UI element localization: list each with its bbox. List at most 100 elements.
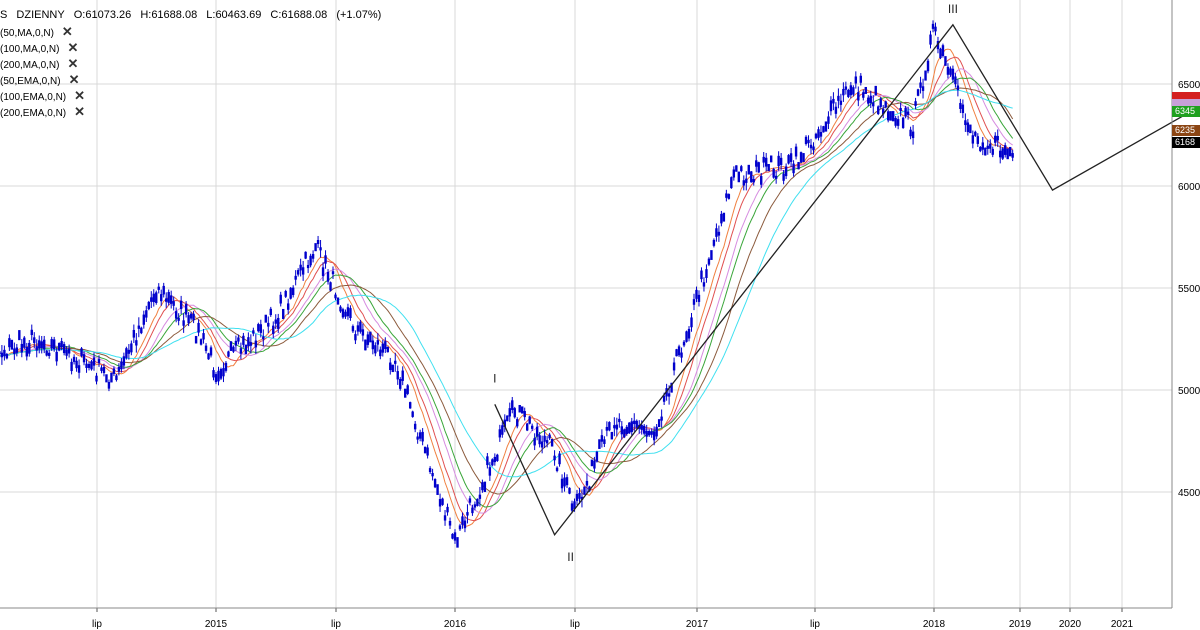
- candle-body: [304, 251, 307, 259]
- period-label: DZIENNY: [16, 9, 65, 21]
- candle-body: [625, 426, 628, 434]
- moving-average-line: [0, 77, 1014, 508]
- candle-body: [732, 169, 736, 178]
- candle-body: [130, 343, 133, 353]
- candle-body: [782, 173, 785, 181]
- candle-body: [1001, 148, 1004, 159]
- close-icon[interactable]: ✕: [61, 24, 73, 39]
- candle-body: [491, 459, 494, 466]
- candle-body: [508, 408, 511, 417]
- candle-body: [274, 319, 277, 324]
- candle-body: [182, 320, 185, 326]
- candle-body: [956, 85, 960, 91]
- y-tick-label: 4500: [1178, 488, 1200, 499]
- candle-body: [366, 334, 370, 345]
- candle-body: [523, 411, 526, 418]
- candle-body: [52, 339, 56, 350]
- candle-body: [461, 516, 464, 525]
- candle-body: [941, 45, 945, 57]
- candle-body: [418, 432, 422, 439]
- candle-body: [155, 292, 158, 303]
- candle-body: [760, 176, 763, 185]
- candle-body: [289, 287, 292, 299]
- candle-body: [239, 348, 243, 354]
- candle-body: [919, 82, 922, 88]
- candle-body: [217, 370, 220, 382]
- candle-body: [224, 362, 228, 371]
- candle-body: [140, 327, 143, 334]
- candle-body: [869, 95, 872, 104]
- candle-body: [192, 313, 195, 321]
- candle-body: [433, 478, 437, 488]
- candle-body: [849, 85, 853, 96]
- y-tick-label: 5000: [1178, 386, 1200, 397]
- candle-body: [344, 311, 347, 317]
- candle-body: [167, 292, 170, 303]
- x-tick-label: lip: [570, 619, 580, 630]
- candle-body: [911, 131, 915, 139]
- x-tick-label: 2021: [1111, 619, 1134, 630]
- candle-body: [177, 317, 180, 321]
- candle-body: [503, 419, 506, 427]
- open-value: O:61073.26: [73, 9, 132, 21]
- chart-grid: [0, 0, 1172, 608]
- close-icon[interactable]: ✕: [68, 72, 80, 87]
- candle-body: [174, 311, 178, 319]
- candle-body: [38, 340, 41, 349]
- candle-body: [889, 111, 892, 121]
- candle-body: [558, 453, 561, 465]
- candle-body: [979, 147, 982, 152]
- candle-body: [764, 157, 768, 167]
- indicator-row-ema200: (200,EMA,0,N) ✕: [0, 104, 86, 120]
- candle-body: [747, 164, 750, 175]
- candle-body: [777, 155, 780, 167]
- candle-body: [85, 363, 88, 368]
- candle-body: [702, 282, 706, 287]
- candle-body: [80, 348, 83, 357]
- candle-body: [165, 298, 168, 302]
- candle-body: [981, 142, 984, 150]
- candle-body: [209, 347, 213, 356]
- candle-body: [812, 146, 815, 151]
- candle-body: [620, 426, 624, 435]
- candle-body: [498, 429, 502, 438]
- candle-body: [996, 135, 999, 141]
- candle-body: [767, 164, 770, 172]
- candle-body: [242, 335, 245, 345]
- candle-body: [986, 145, 989, 149]
- candle-body: [623, 429, 626, 438]
- candle-body: [476, 498, 479, 506]
- candle-body: [824, 121, 828, 132]
- candle-body: [374, 345, 377, 354]
- candle-body: [568, 487, 571, 494]
- candle-body: [458, 525, 462, 530]
- candle-body: [735, 165, 738, 172]
- candle-body: [590, 459, 594, 467]
- y-tick-label: 6000: [1178, 182, 1200, 193]
- candle-body: [244, 344, 248, 355]
- candle-body: [299, 264, 302, 271]
- x-tick-label: 2020: [1059, 619, 1082, 630]
- close-icon[interactable]: ✕: [74, 104, 86, 119]
- candle-body: [662, 395, 666, 402]
- candle-body: [799, 152, 803, 163]
- candle-body: [162, 285, 165, 295]
- candle-body: [379, 349, 382, 357]
- close-icon[interactable]: ✕: [74, 88, 86, 103]
- candle-body: [787, 155, 790, 164]
- close-icon[interactable]: ✕: [67, 56, 79, 71]
- candle-body: [647, 430, 651, 436]
- candle-body: [518, 404, 521, 413]
- candle-body: [583, 486, 586, 495]
- candle-body: [553, 455, 556, 461]
- candle-body: [752, 179, 755, 183]
- candle-body: [443, 515, 447, 521]
- candle-body: [334, 294, 337, 299]
- candle-body: [779, 157, 783, 165]
- candle-body: [896, 119, 900, 126]
- moving-average-line: [0, 48, 1013, 528]
- close-icon[interactable]: ✕: [67, 40, 79, 55]
- candle-body: [25, 346, 28, 357]
- candle-body: [994, 135, 997, 143]
